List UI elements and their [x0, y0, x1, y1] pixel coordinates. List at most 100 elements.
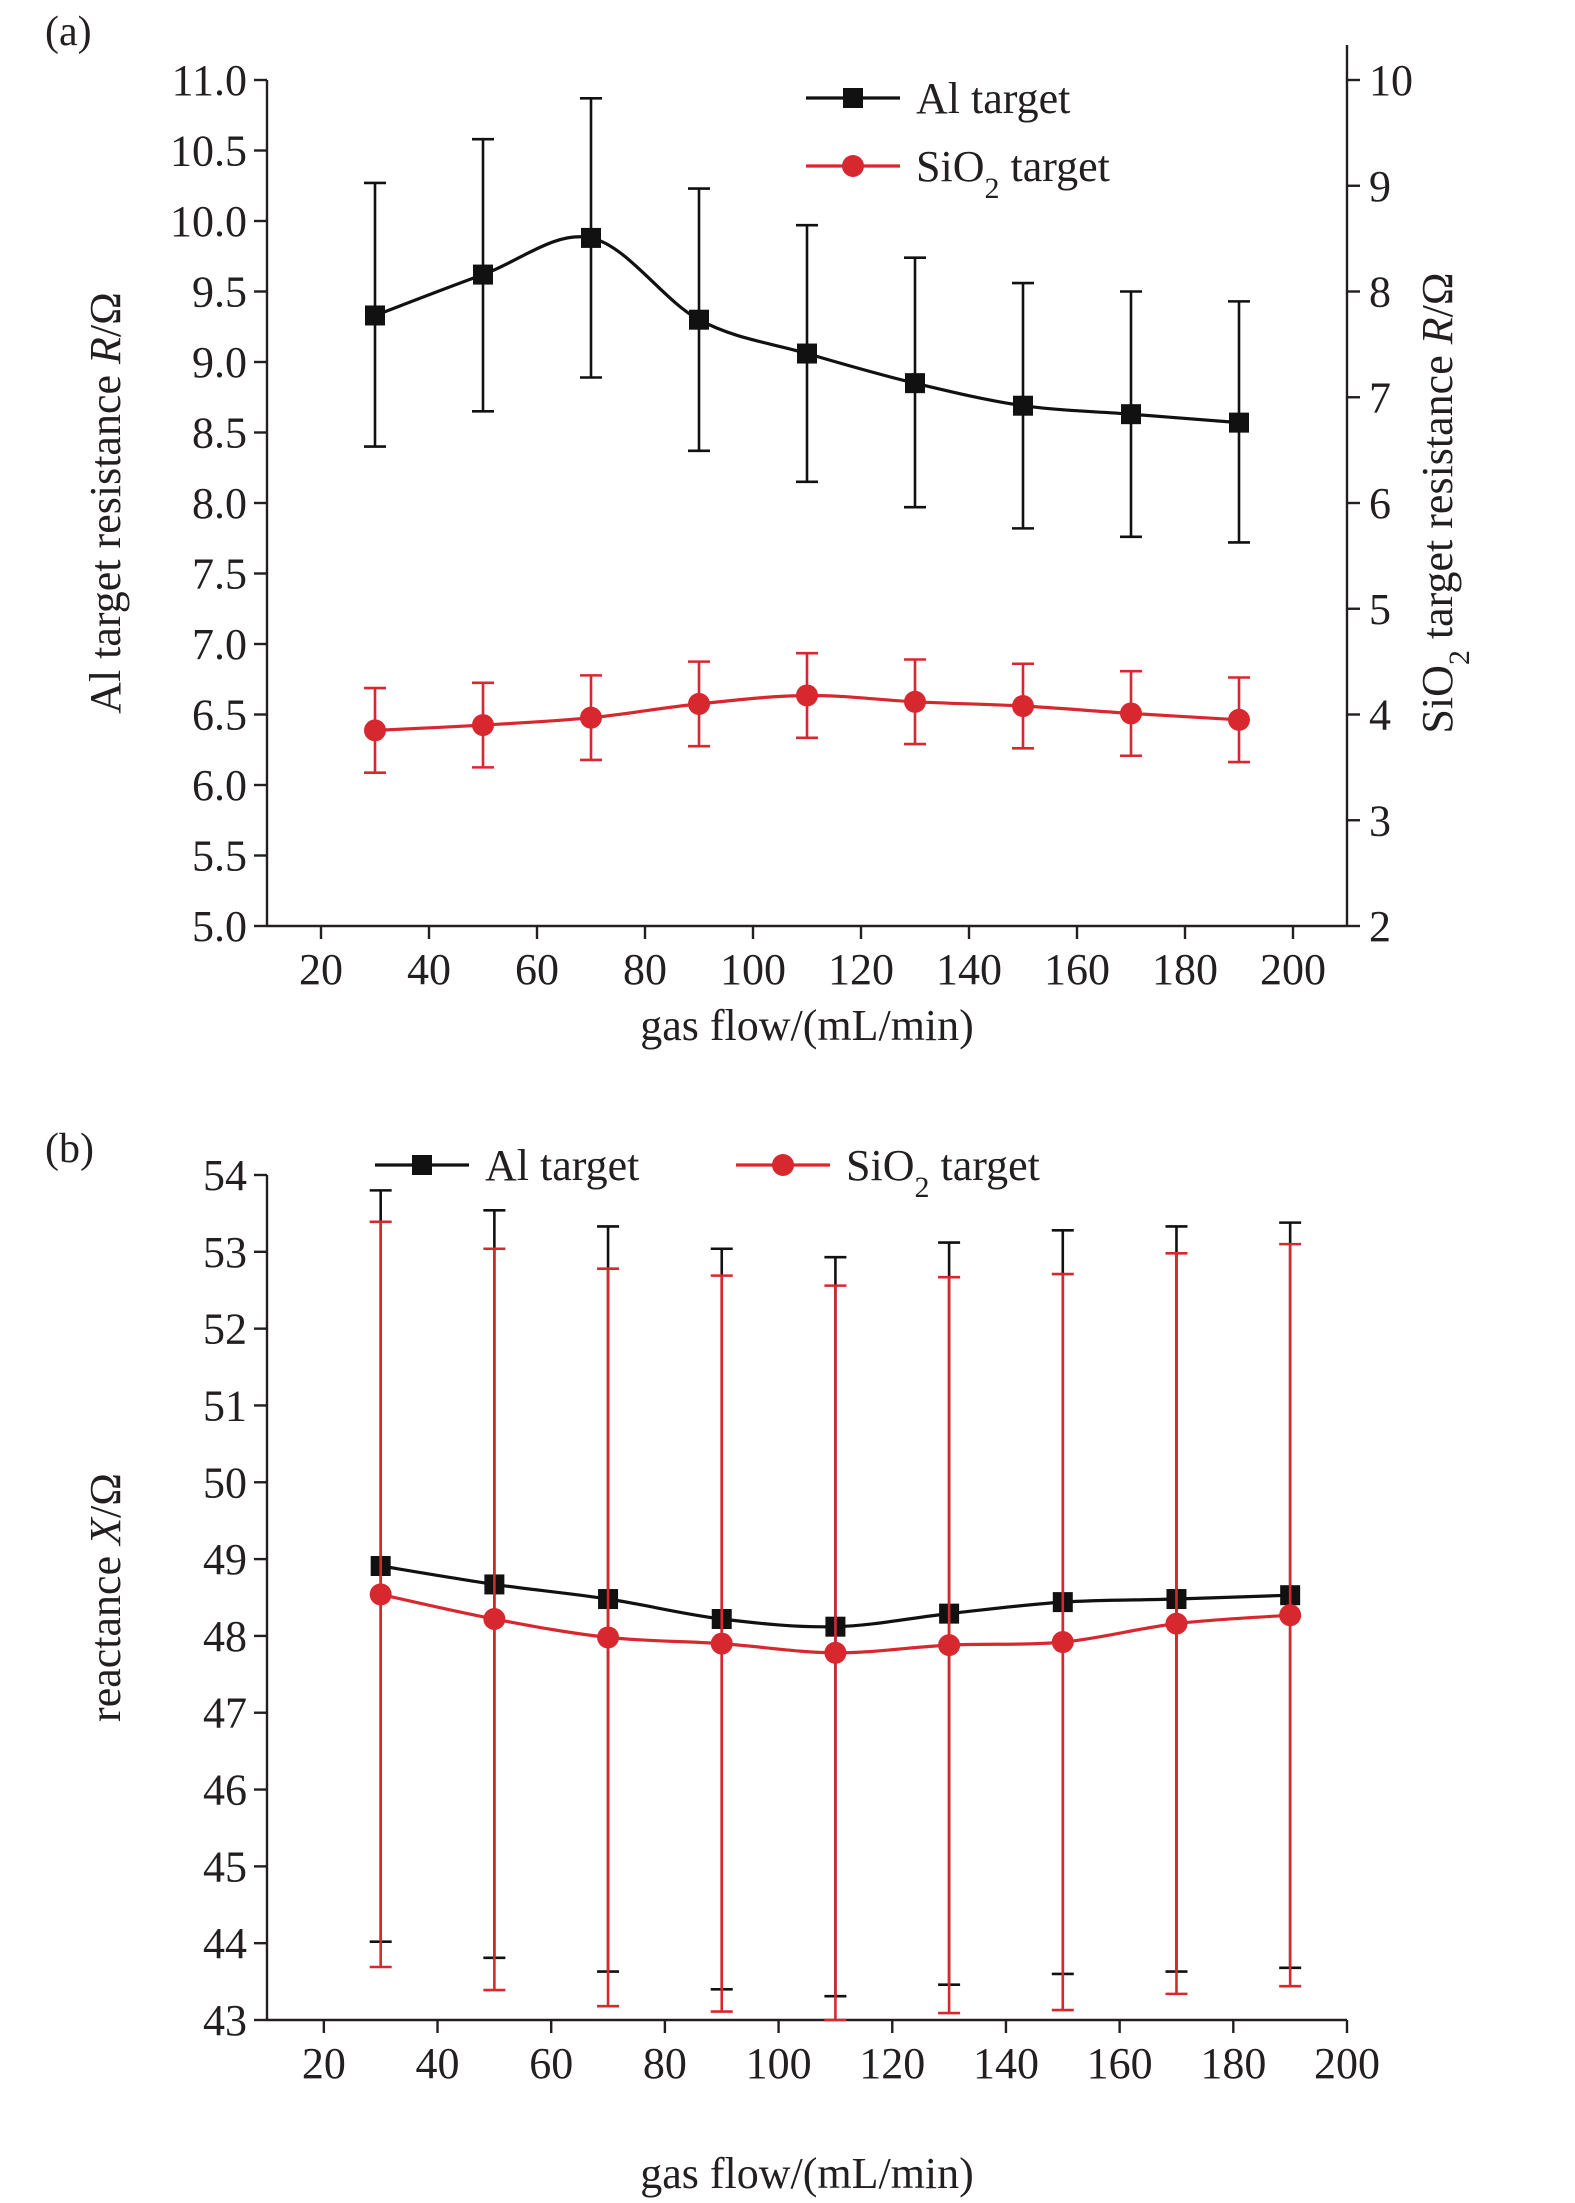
- data-point: [365, 305, 385, 326]
- data-point: [369, 1583, 392, 1606]
- y-tick-label: 44: [203, 1919, 247, 1968]
- y-tick-label: 43: [203, 1996, 247, 2045]
- data-point: [580, 706, 602, 729]
- y-tick-label: 9.5: [192, 268, 247, 317]
- x-tick-label: 20: [299, 945, 343, 994]
- y-axis-title: reactance X/Ω: [81, 1473, 130, 1722]
- y-tick-label: 7.5: [192, 550, 247, 599]
- panel-a-chart: (a) 20 40 60 80 100 120 140 160 180 200 5.0 5.5 6.0 6.…: [45, 9, 1476, 1050]
- data-point: [688, 692, 710, 715]
- data-point: [1013, 395, 1033, 416]
- legend-label: SiO2 target: [916, 142, 1110, 205]
- legend-label-text: SiO: [846, 1141, 914, 1190]
- y-tick-label: 6.0: [192, 761, 247, 810]
- y-tick-label: 11.0: [172, 56, 247, 105]
- y-axis-title-unit: /Ω: [81, 1473, 130, 1518]
- x-tick-label: 60: [515, 945, 559, 994]
- data-point: [689, 309, 709, 330]
- series-sio2-target: [364, 651, 1250, 774]
- x-tick-label: 140: [936, 945, 1002, 994]
- y2-tick-label: 6: [1369, 479, 1391, 528]
- legend-swatch-marker: [842, 155, 864, 177]
- y-tick-label: 46: [203, 1766, 247, 1815]
- y-tick-label: 6.5: [192, 691, 247, 740]
- legend-label: Al target: [485, 1141, 639, 1190]
- x-tick-label: 40: [416, 2039, 460, 2088]
- data-point: [1121, 404, 1141, 425]
- y-axis-title-variable: R: [81, 337, 130, 365]
- series-sio2-target: [369, 1220, 1302, 2022]
- x-tick-label: 80: [623, 945, 667, 994]
- panel-b-chart: (b) 20 40 60 80 100 120 140 160 180 200 43 44 45 46 47 4…: [45, 1126, 1380, 2198]
- legend-label-text: SiO: [916, 142, 984, 191]
- data-point: [1120, 702, 1142, 725]
- x-tick-label: 100: [746, 2039, 812, 2088]
- data-point: [710, 1632, 733, 1655]
- y2-tick-label: 10: [1369, 56, 1413, 105]
- y-tick-label: 10.5: [170, 127, 247, 176]
- legend-label-text: target: [929, 1141, 1039, 1190]
- x-tick-label: 160: [1087, 2039, 1153, 2088]
- y-tick-label: 50: [203, 1458, 247, 1507]
- data-point: [905, 373, 925, 394]
- y-tick-label: 9.0: [192, 338, 247, 387]
- y-tick-label: 7.0: [192, 620, 247, 669]
- y-tick-label: 48: [203, 1612, 247, 1661]
- legend-label-text: Al target: [485, 1141, 639, 1190]
- y2-tick-label: 3: [1369, 796, 1391, 845]
- legend-swatch-marker: [843, 88, 863, 108]
- y2-axis-title-text: target resistance: [1413, 344, 1462, 650]
- x-tick-label: 100: [720, 945, 786, 994]
- data-point: [1165, 1612, 1188, 1635]
- panel-label: (b): [45, 1126, 94, 1172]
- legend-label-subscript: 2: [914, 1171, 929, 1204]
- legend-label-text: target: [999, 142, 1109, 191]
- legend-label: SiO2 target: [846, 1141, 1040, 1204]
- x-axis-title: gas flow/(mL/min): [640, 2149, 974, 2198]
- y-tick-label: 47: [203, 1689, 247, 1738]
- legend: Al target SiO2 target: [806, 74, 1110, 205]
- data-point: [473, 264, 493, 285]
- series-al-target: [364, 97, 1250, 544]
- legend-swatch-marker: [772, 1154, 794, 1176]
- data-point: [796, 684, 818, 707]
- y2-tick-label: 7: [1369, 373, 1391, 422]
- x-tick-label: 160: [1044, 945, 1110, 994]
- y-tick-label: 5.0: [192, 902, 247, 951]
- x-tick-label: 180: [1152, 945, 1218, 994]
- legend: Al target SiO2 target: [375, 1141, 1040, 1204]
- y-tick-label: 52: [203, 1305, 247, 1354]
- x-tick-label: 180: [1200, 2039, 1266, 2088]
- y-tick-label: 49: [203, 1535, 247, 1584]
- y-tick-label: 5.5: [192, 832, 247, 881]
- y2-axis-title-variable: R: [1413, 317, 1462, 345]
- x-axis-title: gas flow/(mL/min): [640, 1001, 974, 1050]
- data-point: [1051, 1631, 1074, 1654]
- y2-axis-title-unit: /Ω: [1413, 272, 1462, 317]
- x-tick-label: 60: [529, 2039, 573, 2088]
- y2-tick-label: 2: [1369, 902, 1391, 951]
- x-tick-label: 120: [859, 2039, 925, 2088]
- y-axis-title-unit: /Ω: [81, 292, 130, 337]
- data-point: [824, 1641, 847, 1664]
- x-tick-label: 200: [1314, 2039, 1380, 2088]
- y2-axis-title-subscript: 2: [1443, 650, 1476, 665]
- x-tick-label: 200: [1260, 945, 1326, 994]
- data-point: [581, 227, 601, 248]
- legend-label: Al target: [916, 74, 1070, 123]
- y2-tick-label: 5: [1369, 585, 1391, 634]
- y2-tick-label: 8: [1369, 268, 1391, 317]
- y-tick-label: 8.5: [192, 409, 247, 458]
- y-tick-label: 8.0: [192, 479, 247, 528]
- y2-axis-title-text: SiO: [1413, 665, 1462, 733]
- legend-label-text: Al target: [916, 74, 1070, 123]
- data-point: [938, 1634, 961, 1657]
- data-point: [1012, 695, 1034, 718]
- data-point: [1279, 1604, 1302, 1627]
- data-point: [1229, 412, 1249, 433]
- y-axis-title: Al target resistance R/Ω: [81, 292, 130, 714]
- y-tick-label: 45: [203, 1842, 247, 1891]
- x-tick-label: 20: [302, 2039, 346, 2088]
- y-axis-title-variable: X: [81, 1516, 130, 1547]
